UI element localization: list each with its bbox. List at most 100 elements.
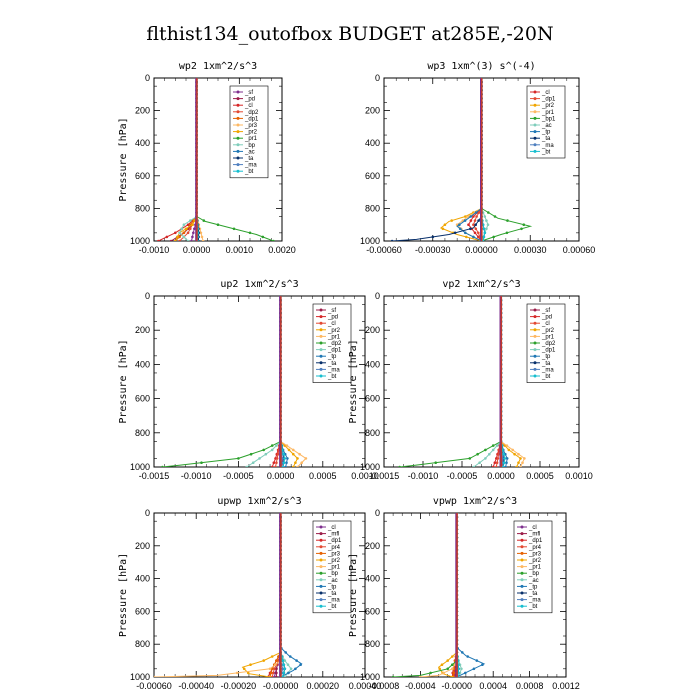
data-point — [472, 235, 475, 239]
x-tick-label: -0.0004 — [405, 681, 436, 691]
y-tick-label: 200 — [365, 106, 380, 116]
data-point — [513, 452, 516, 456]
legend: _sf_pd_cl_pr2_pr1_dp2_dp1_tp_ta_ma_bt — [526, 303, 566, 383]
data-point — [174, 239, 177, 241]
legend: _cl_mfl_dp1_pr4_pr3_pr2_pr1_bp_ac_tp_ta_… — [513, 520, 553, 614]
series-markers-dp1 — [472, 296, 503, 467]
legend-label: _dp1 — [327, 538, 342, 544]
series-markers-bp1 — [480, 78, 526, 241]
data-point — [282, 663, 286, 666]
legend-marker — [319, 308, 323, 312]
data-point — [276, 452, 280, 456]
legend-entry: _ma — [517, 598, 541, 604]
series-line-bp — [178, 78, 198, 241]
data-point — [246, 671, 250, 675]
data-point — [460, 667, 463, 671]
data-point — [285, 444, 289, 447]
legend-label: _ma — [528, 598, 541, 604]
y-tick-label: 400 — [365, 359, 380, 369]
legend-marker — [533, 116, 537, 120]
data-point — [390, 239, 394, 241]
series-line-dp1 — [174, 78, 198, 241]
legend-label: _tp — [528, 584, 538, 590]
data-point — [294, 667, 297, 671]
legend-marker — [520, 565, 524, 569]
legend-label: _pr2 — [327, 328, 341, 334]
data-point — [496, 457, 500, 460]
data-point — [452, 667, 456, 671]
legend: _cl_dp1_pr2_pr1_bp1_ac_tp_ta_ma_bt — [526, 85, 566, 159]
data-point — [248, 231, 252, 235]
y-tick-label: 200 — [135, 541, 150, 551]
data-point — [273, 667, 276, 671]
legend-entry: _pr1 — [530, 334, 555, 340]
legend-marker — [533, 321, 537, 325]
legend-label: _dp1 — [327, 348, 342, 354]
legend-marker — [236, 110, 240, 114]
x-tick-label: -0.00040 — [178, 681, 214, 691]
legend-marker — [236, 130, 240, 134]
data-point — [282, 671, 286, 675]
y-tick-label: 0 — [145, 508, 150, 518]
data-point — [466, 655, 470, 658]
legend-marker — [520, 532, 524, 536]
series-markers-dp2 — [398, 296, 503, 467]
data-point — [180, 227, 183, 231]
series-markers-tp — [455, 513, 484, 677]
x-tick-label: 0.0020 — [268, 245, 296, 255]
y-tick-label: 200 — [135, 106, 150, 116]
legend-label: _dp2 — [244, 110, 259, 116]
data-point — [504, 465, 507, 467]
legend-marker — [533, 341, 537, 345]
data-point — [292, 452, 295, 456]
series-line-cl — [158, 78, 198, 241]
data-point — [453, 663, 456, 666]
data-point — [200, 461, 203, 465]
legend-entry: _pr1 — [530, 110, 555, 116]
legend-entry: _bt — [530, 374, 551, 380]
legend-label: _mfl — [327, 532, 339, 538]
legend-entry: _bt — [316, 604, 337, 610]
data-point — [458, 227, 462, 231]
data-point — [283, 457, 287, 460]
legend-marker — [236, 116, 240, 120]
x-tick-label: 0.0005 — [309, 471, 337, 481]
x-tick-label: 0.0000 — [183, 245, 211, 255]
data-point — [495, 465, 498, 467]
data-point — [169, 239, 173, 241]
legend-marker — [319, 598, 323, 602]
legend-label: _pr1 — [541, 334, 555, 340]
x-tick-label: -0.0000 — [442, 681, 473, 691]
data-point — [463, 219, 467, 222]
data-point — [472, 465, 475, 467]
legend: _sf_pd_cl_pr2_pr1_dp2_dp1_tp_ta_ma_bt — [312, 303, 352, 383]
legend-marker — [319, 571, 323, 575]
legend-label: _bt — [327, 374, 337, 380]
legend-label: _dp2 — [541, 341, 556, 347]
legend-entry: _cl — [233, 103, 253, 109]
series-line-pr2 — [241, 513, 282, 677]
legend-entry: _ta — [316, 591, 337, 597]
legend-label: _pr4 — [327, 545, 341, 551]
legend-label: _ta — [541, 361, 551, 367]
y-tick-label: 400 — [365, 574, 380, 584]
data-point — [157, 239, 160, 241]
data-point — [477, 231, 480, 235]
legend-label: _tp — [327, 354, 337, 360]
legend-label: _ma — [327, 367, 340, 373]
data-point — [474, 223, 478, 226]
data-point — [482, 227, 486, 231]
legend-marker — [533, 103, 537, 107]
y-tick-label: 600 — [365, 171, 380, 181]
data-point — [249, 663, 252, 666]
data-point — [481, 663, 484, 666]
series-group — [157, 78, 275, 241]
y-tick-label: 0 — [375, 73, 380, 83]
data-point — [517, 461, 520, 465]
legend-entry: _tp — [530, 354, 551, 360]
data-point — [182, 231, 186, 235]
legend-marker — [319, 354, 323, 358]
legend-entry: _tp — [517, 584, 538, 590]
series-group — [398, 296, 526, 467]
legend-marker — [319, 538, 323, 542]
